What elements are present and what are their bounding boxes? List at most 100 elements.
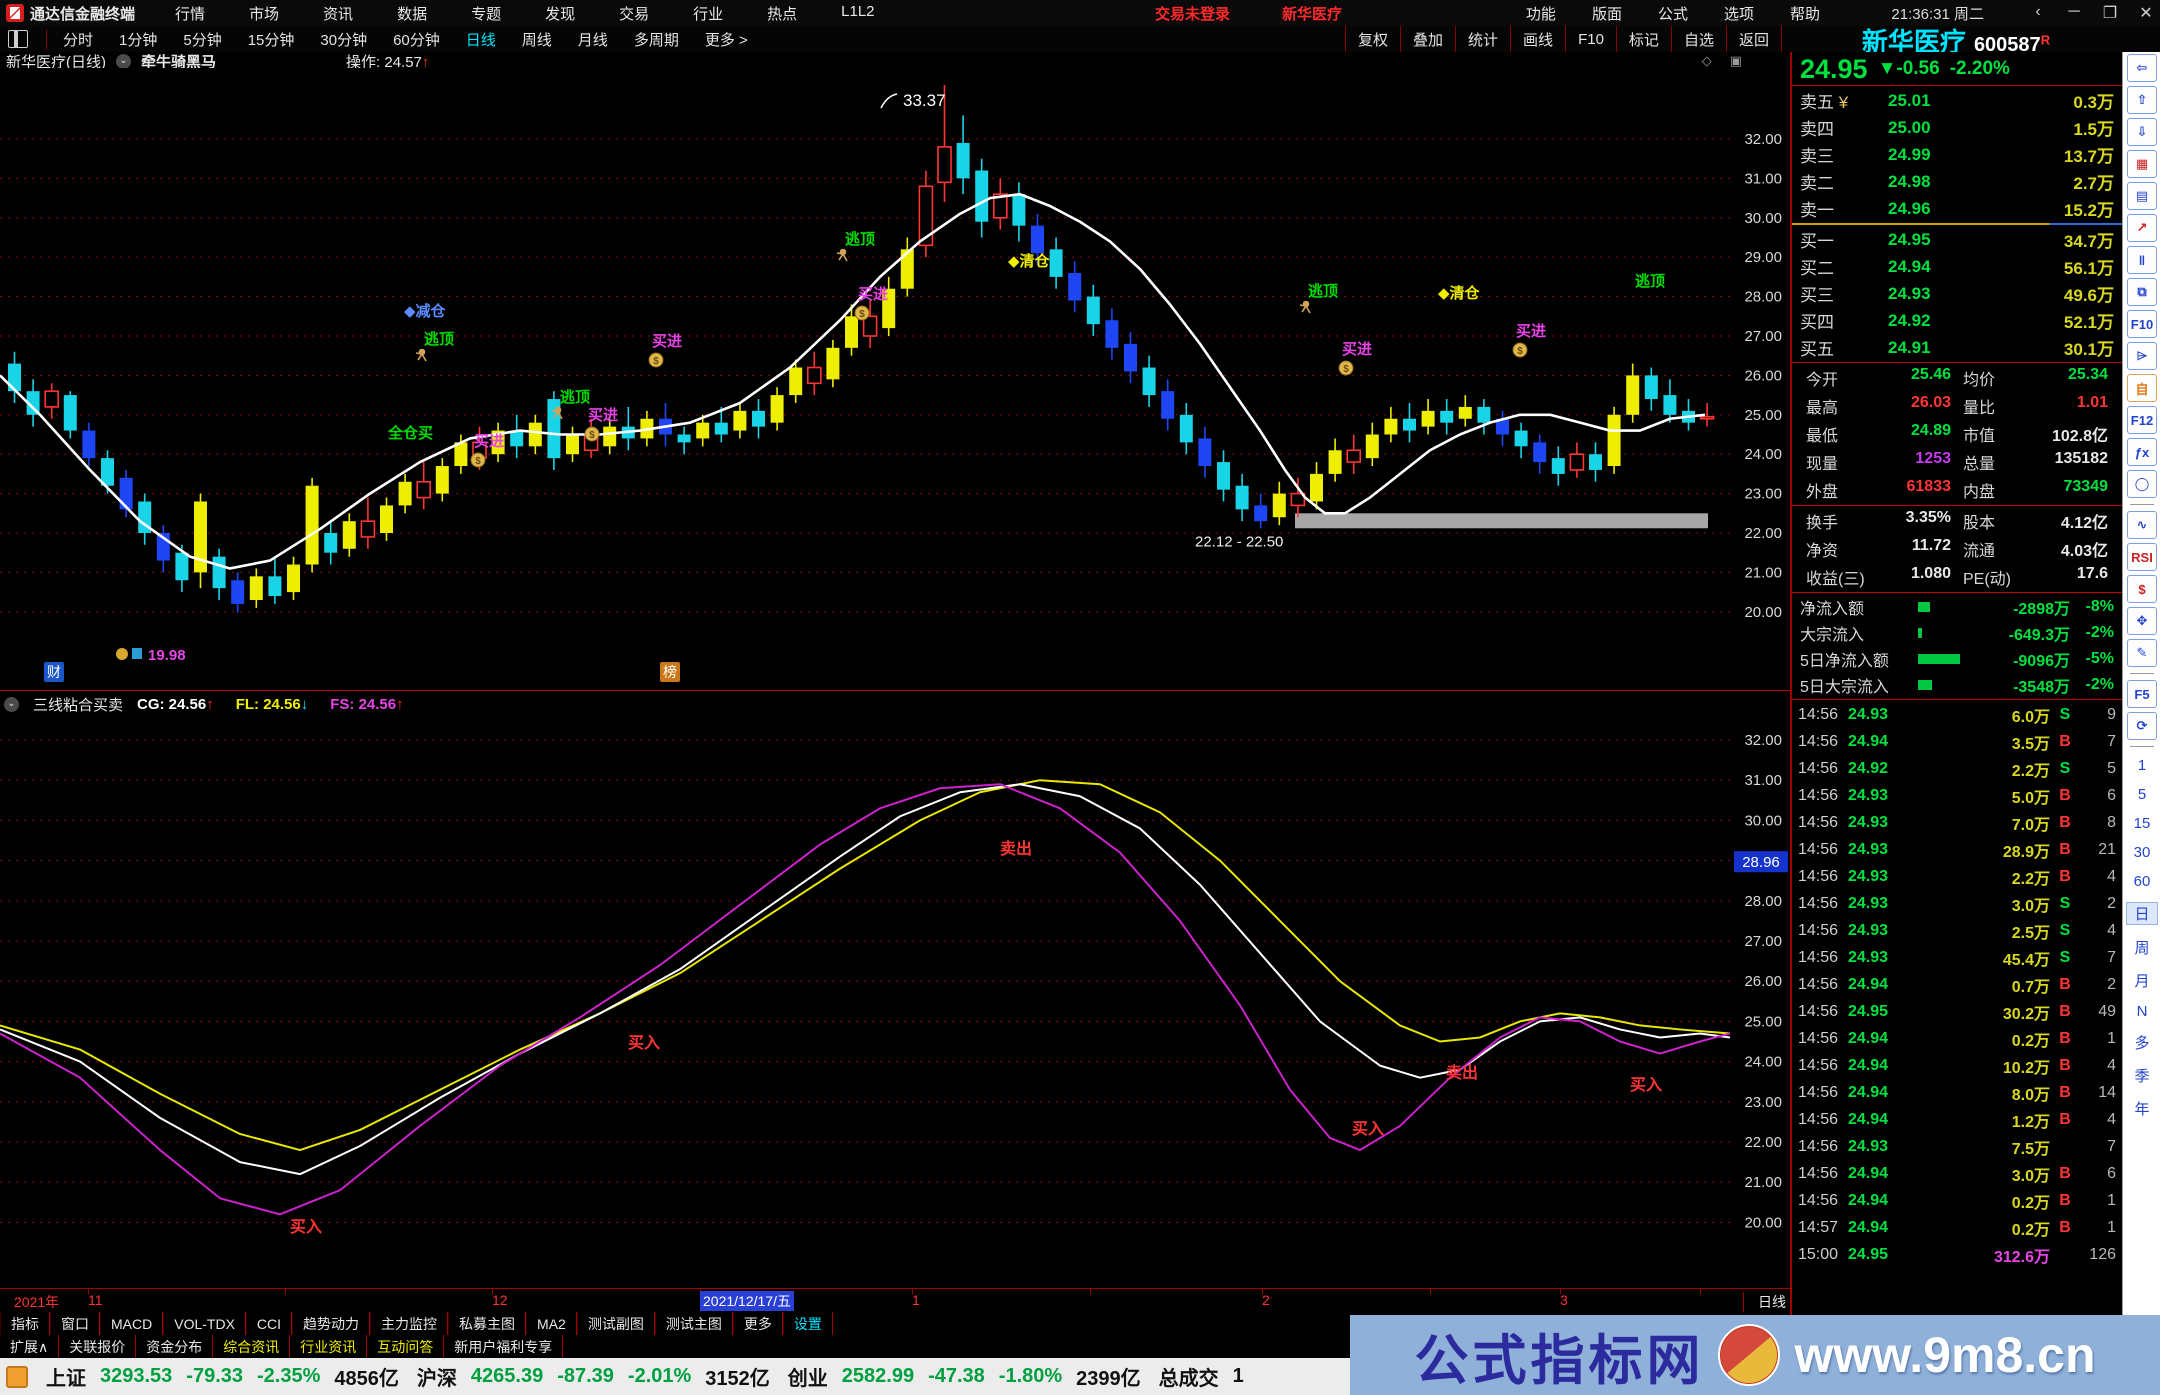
- tick-row[interactable]: 14:56 24.93 3.0万 S 2: [1792, 890, 2122, 917]
- strip-period-月[interactable]: 月: [2134, 973, 2150, 990]
- subtab-关联报价[interactable]: 关联报价: [59, 1335, 137, 1358]
- sell-level-row[interactable]: 卖三 24.99 13.7万: [1792, 141, 2122, 168]
- window-split-icon[interactable]: [8, 30, 28, 48]
- sell-level-row[interactable]: 卖二 24.98 2.7万: [1792, 168, 2122, 195]
- period-多周期[interactable]: 多周期: [633, 31, 679, 49]
- tick-row[interactable]: 14:56 24.94 0.2万 B 1: [1792, 1187, 2122, 1214]
- tab-VOL-TDX[interactable]: VOL-TDX: [163, 1312, 246, 1335]
- toolbar-button-复权[interactable]: 复权: [1345, 26, 1400, 52]
- menu-item-行情[interactable]: 行情: [175, 5, 206, 23]
- period-30分钟[interactable]: 30分钟: [320, 31, 368, 49]
- tick-row[interactable]: 14:56 24.93 7.0万 B 8: [1792, 809, 2122, 836]
- period-日线[interactable]: 日线: [465, 31, 496, 49]
- menu-item-市场[interactable]: 市场: [249, 5, 280, 23]
- timeline-selected-date[interactable]: 2021/12/17/五: [700, 1291, 794, 1311]
- menu-item-版面[interactable]: 版面: [1591, 5, 1622, 23]
- scroll-down-icon[interactable]: ⇩: [2127, 118, 2157, 146]
- strip-period-15[interactable]: 15: [2133, 815, 2151, 832]
- tick-row[interactable]: 14:56 24.94 3.5万 B 7: [1792, 728, 2122, 755]
- tick-row[interactable]: 14:57 24.94 0.2万 B 1: [1792, 1214, 2122, 1241]
- strip-period-N[interactable]: N: [2136, 1003, 2148, 1020]
- tab-CCI[interactable]: CCI: [245, 1312, 293, 1335]
- chevron-down-icon[interactable]: ⌄: [116, 53, 131, 69]
- subtab-扩展∧[interactable]: 扩展∧: [0, 1335, 60, 1358]
- tab-窗口[interactable]: 窗口: [50, 1312, 100, 1335]
- tab-测试副图[interactable]: 测试副图: [576, 1312, 655, 1335]
- buy-level-row[interactable]: 买三 24.93 49.6万: [1792, 280, 2122, 307]
- tab-MACD[interactable]: MACD: [100, 1312, 164, 1335]
- main-candlestick-chart[interactable]: 32.00 31.00 30.00 29.00 28.00 27.00 26.00 25.00…: [0, 68, 1790, 668]
- tick-row[interactable]: 14:56 24.94 3.0万 B 6: [1792, 1160, 2122, 1187]
- buy-level-row[interactable]: 买二 24.94 56.1万: [1792, 253, 2122, 280]
- toolbar-button-F10[interactable]: F10: [1565, 26, 1616, 52]
- multi-page-icon[interactable]: ⧉: [2127, 278, 2157, 306]
- strip-period-日[interactable]: 日: [2126, 902, 2158, 925]
- menu-item-数据[interactable]: 数据: [397, 5, 428, 23]
- sell-level-row[interactable]: 卖五 ¥ 25.01 0.3万: [1792, 87, 2122, 114]
- toolbar-button-标记[interactable]: 标记: [1615, 26, 1671, 52]
- kline-icon[interactable]: ‖: [2127, 246, 2157, 274]
- period-60分钟[interactable]: 60分钟: [393, 31, 440, 49]
- money-icon[interactable]: $: [2127, 575, 2157, 603]
- tab-测试主图[interactable]: 测试主图: [654, 1312, 733, 1335]
- tick-row[interactable]: 14:56 24.93 5.0万 B 6: [1792, 782, 2122, 809]
- tab-指标[interactable]: 指标: [0, 1312, 50, 1335]
- tick-row[interactable]: 14:56 24.94 0.2万 B 1: [1792, 1025, 2122, 1052]
- subtab-资金分布[interactable]: 资金分布: [136, 1335, 214, 1358]
- sell-level-row[interactable]: 卖四 25.00 1.5万: [1792, 114, 2122, 141]
- buy-level-row[interactable]: 买四 24.92 52.1万: [1792, 307, 2122, 334]
- period-月线[interactable]: 月线: [577, 31, 608, 49]
- menu-item-功能[interactable]: 功能: [1525, 5, 1556, 23]
- subtab-行业资讯[interactable]: 行业资讯: [290, 1335, 368, 1358]
- tick-row[interactable]: 14:56 24.94 10.2万 B 4: [1792, 1052, 2122, 1079]
- menu-item-发现[interactable]: 发现: [545, 5, 576, 23]
- toolbar-button-返回[interactable]: 返回: [1725, 26, 1782, 52]
- subtab-综合资讯[interactable]: 综合资讯: [213, 1335, 291, 1358]
- collapse-left-icon[interactable]: ⇦: [2127, 54, 2157, 82]
- tab-更多[interactable]: 更多: [732, 1312, 783, 1335]
- subtab-互动问答[interactable]: 互动问答: [367, 1335, 445, 1358]
- badge-榜[interactable]: 榜: [660, 662, 680, 682]
- chevron-circle-icon[interactable]: ⌄: [4, 696, 19, 712]
- tick-row[interactable]: 14:56 24.93 28.9万 B 21: [1792, 836, 2122, 863]
- wave-indicator-icon[interactable]: ∿: [2127, 511, 2157, 539]
- quote-table-icon[interactable]: ▤: [2127, 182, 2157, 210]
- period-1分钟[interactable]: 1分钟: [119, 31, 158, 49]
- tick-row[interactable]: 14:56 24.93 2.2万 B 4: [1792, 863, 2122, 890]
- minimize-button[interactable]: ─: [2068, 3, 2080, 20]
- period-15分钟[interactable]: 15分钟: [247, 31, 295, 49]
- move-tool-icon[interactable]: ✥: [2127, 607, 2157, 635]
- toolbar-button-自选[interactable]: 自选: [1670, 26, 1726, 52]
- period-分时[interactable]: 分时: [63, 31, 94, 49]
- tab-主力监控[interactable]: 主力监控: [370, 1312, 449, 1335]
- tick-row[interactable]: 14:56 24.95 30.2万 B 49: [1792, 998, 2122, 1025]
- report-board-icon[interactable]: ▦: [2127, 150, 2157, 178]
- tick-row[interactable]: 14:56 24.93 2.5万 S 4: [1792, 917, 2122, 944]
- badge-财[interactable]: 财: [44, 662, 64, 682]
- rsi-icon[interactable]: RSI: [2127, 543, 2157, 571]
- tick-row[interactable]: 14:56 24.92 2.2万 S 5: [1792, 755, 2122, 782]
- tick-row[interactable]: 14:56 24.93 6.0万 S 9: [1792, 701, 2122, 728]
- draw-pencil-icon[interactable]: ✎: [2127, 639, 2157, 667]
- index-沪深[interactable]: 沪深 4265.39 -87.39 -2.01% 3152亿: [417, 1362, 770, 1391]
- menu-item-资讯[interactable]: 资讯: [323, 5, 354, 23]
- menu-alert[interactable]: 交易未登录: [1155, 5, 1231, 23]
- close-button[interactable]: ✕: [2139, 5, 2153, 22]
- toolbar-button-画线[interactable]: 画线: [1510, 26, 1565, 52]
- tab-MA2[interactable]: MA2: [526, 1312, 577, 1335]
- tick-row[interactable]: 14:56 24.94 0.7万 B 2: [1792, 971, 2122, 998]
- strip-period-5[interactable]: 5: [2137, 786, 2147, 803]
- strip-period-60[interactable]: 60: [2133, 873, 2151, 890]
- tick-row[interactable]: 14:56 24.93 7.5万 7: [1792, 1133, 2122, 1160]
- tick-row[interactable]: 14:56 24.94 1.2万 B 4: [1792, 1106, 2122, 1133]
- tick-row[interactable]: 14:56 24.93 45.4万 S 7: [1792, 944, 2122, 971]
- menu-item-专题[interactable]: 专题: [471, 5, 502, 23]
- buy-level-row[interactable]: 买五 24.91 30.1万: [1792, 334, 2122, 361]
- menu-item-交易[interactable]: 交易: [619, 5, 650, 23]
- period-更多 >[interactable]: 更多 >: [704, 31, 748, 49]
- strip-period-周[interactable]: 周: [2134, 940, 2150, 957]
- buy-level-row[interactable]: 买一 24.95 34.7万: [1792, 226, 2122, 253]
- index-创业[interactable]: 创业 2582.99 -47.38 -1.80% 2399亿: [788, 1362, 1141, 1391]
- tick-row[interactable]: 14:56 24.94 8.0万 B 14: [1792, 1079, 2122, 1106]
- menu-item-帮助[interactable]: 帮助: [1789, 5, 1820, 23]
